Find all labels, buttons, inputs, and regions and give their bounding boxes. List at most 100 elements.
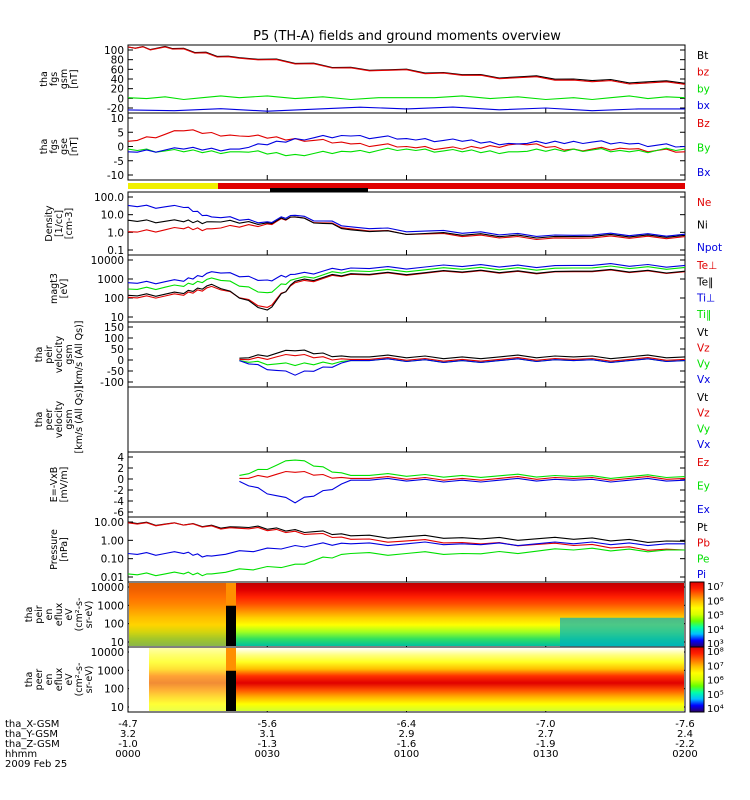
y-axis-label-line: magt3 (49, 273, 60, 304)
series-by (127, 95, 686, 101)
y-axis-label-line: fgs (49, 139, 60, 153)
legend-Ez: Ez (697, 457, 710, 469)
y-axis-label-line: en (44, 609, 55, 621)
y-tick-label: 80 (111, 55, 124, 67)
y-axis-label-line: tha (34, 412, 45, 428)
y-axis-label-line: fgs (49, 72, 60, 86)
y-tick-label: 150 (104, 322, 124, 334)
colorbar-tick-label: 10⁵ (707, 611, 724, 622)
y-tick-label: 100 (104, 333, 124, 345)
ephemeris-value: -7.6 (675, 719, 695, 730)
panel-frame (127, 451, 686, 518)
status-bar-black (270, 188, 368, 192)
ephemeris-value: 3.1 (259, 729, 275, 740)
y-axis-label-line: gse (59, 138, 70, 155)
data-gap (226, 648, 236, 711)
y-tick-label: 0.10 (101, 554, 124, 566)
legend-Npot: Npot (697, 242, 722, 254)
y-tick-label: 100.0 (94, 192, 124, 204)
legend-Pt: Pt (697, 522, 707, 534)
y-tick-label: 1.0 (107, 227, 124, 239)
y-tick-label: 10 (111, 702, 124, 714)
panel-frame (127, 386, 686, 453)
y-axis-label-line: eflux (54, 667, 65, 691)
ephemeris-value: 0130 (533, 749, 558, 760)
ephemeris-value: 2.4 (677, 729, 693, 740)
y-tick-label: 2 (117, 463, 124, 475)
legend-Vt: Vt (697, 392, 708, 404)
ephemeris-value: 0100 (394, 749, 419, 760)
legend-Vz: Vz (697, 408, 710, 420)
series-Npot (127, 204, 686, 237)
legend-Vy: Vy (697, 358, 710, 370)
y-tick-label: 5 (117, 127, 124, 139)
y-axis-label: tha fgs gsm [nT] (39, 69, 80, 89)
ephemeris-value: -7.0 (536, 719, 556, 730)
y-tick-label: 10 (111, 637, 124, 649)
y-tick-label: -5 (114, 156, 124, 168)
data-gap (226, 583, 236, 646)
ephemeris-value: -1.9 (536, 739, 556, 750)
y-axis-label: magt3 [eV] (49, 273, 70, 304)
colorbar-tick-label: 10³ (707, 639, 724, 650)
y-axis-label-line: [km/s (All Qs)] (74, 386, 85, 454)
legend-by: by (697, 83, 710, 95)
ephemeris-value: 0000 (115, 749, 140, 760)
y-tick-label: 1000 (97, 600, 124, 612)
y-tick-label: 10 (111, 312, 124, 324)
series-Pe (127, 547, 685, 577)
series-Vz (239, 353, 686, 362)
y-tick-label: 60 (111, 64, 124, 76)
legend-By: By (697, 143, 710, 155)
ephemeris-value: -4.7 (118, 719, 138, 730)
y-tick-label: 0 (117, 474, 124, 486)
y-tick-label: 50 (111, 344, 124, 356)
y-tick-label: -2 (114, 485, 124, 497)
y-axis-label-line: sr-eV) (84, 601, 95, 629)
panel-peer_velocity: tha peer velocity gsm [km/s (All Qs)] Vt Vz Vy V… (34, 386, 710, 454)
y-axis-label-line: en (44, 674, 55, 686)
y-axis-label: tha peer velocity gsm [km/s (All Qs)] (34, 386, 85, 454)
series-Bt (127, 45, 686, 84)
y-tick-label: 20 (111, 84, 124, 96)
series-bx (127, 106, 685, 112)
panel-peir_spectrogram: tha peir en eflux eV (cm²-s-sr-eV) 10000 1000 10… (24, 581, 724, 650)
y-tick-label: -20 (107, 103, 124, 115)
y-axis-label-line: gsm (64, 344, 75, 364)
ephemeris-value: 2.9 (399, 729, 415, 740)
y-tick-label: 100 (104, 619, 124, 631)
series-Bz (127, 129, 686, 153)
y-axis-label: Pressure [nPa] (49, 529, 70, 570)
panel-temperature: magt3 [eV] 10000 1000 100 10 Te⊥ Te‖ Ti⊥ Ti‖ (49, 254, 717, 324)
legend-Vy: Vy (697, 423, 710, 435)
panel-peer_spectrogram: tha peer en eflux eV (cm²-s-sr-eV) 10000 1000 10… (24, 646, 724, 715)
y-axis-label-line: gsm (59, 69, 70, 89)
legend-Ti⊥: Ti⊥ (696, 293, 715, 305)
y-tick-label: 40 (111, 74, 124, 86)
y-tick-label: -4 (114, 496, 125, 508)
legend-Vx: Vx (697, 374, 710, 386)
y-axis-label-line: [nT] (69, 69, 80, 88)
ephemeris-value: 0200 (672, 749, 697, 760)
y-axis-label-line: (cm²-s- (74, 663, 85, 697)
ephemeris-value: -2.2 (675, 739, 695, 750)
spectrogram-blank (129, 648, 149, 711)
y-axis-label-line: sr-eV) (84, 666, 95, 694)
legend-Pe: Pe (697, 553, 709, 565)
y-axis-label: tha peir en eflux eV (cm²-s-sr-eV) (24, 598, 95, 632)
y-tick-label: 10.0 (101, 210, 124, 222)
y-axis-label-line: eflux (54, 602, 65, 626)
colorbar-tick-label: 10⁴ (707, 625, 724, 636)
y-axis-label-line: peer (34, 669, 45, 691)
y-axis-label-line: peir (44, 345, 55, 364)
y-axis-label-line: [1/cc] (54, 210, 65, 237)
series-Ne (127, 216, 686, 241)
ephemeris-value: -1.6 (397, 739, 417, 750)
series-Ey (239, 459, 686, 479)
ephemeris-value: 3.2 (120, 729, 136, 740)
series-Pt (127, 521, 686, 543)
legend-Ti‖: Ti‖ (696, 309, 711, 321)
colorbar-tick-label: 10⁷ (707, 661, 724, 672)
